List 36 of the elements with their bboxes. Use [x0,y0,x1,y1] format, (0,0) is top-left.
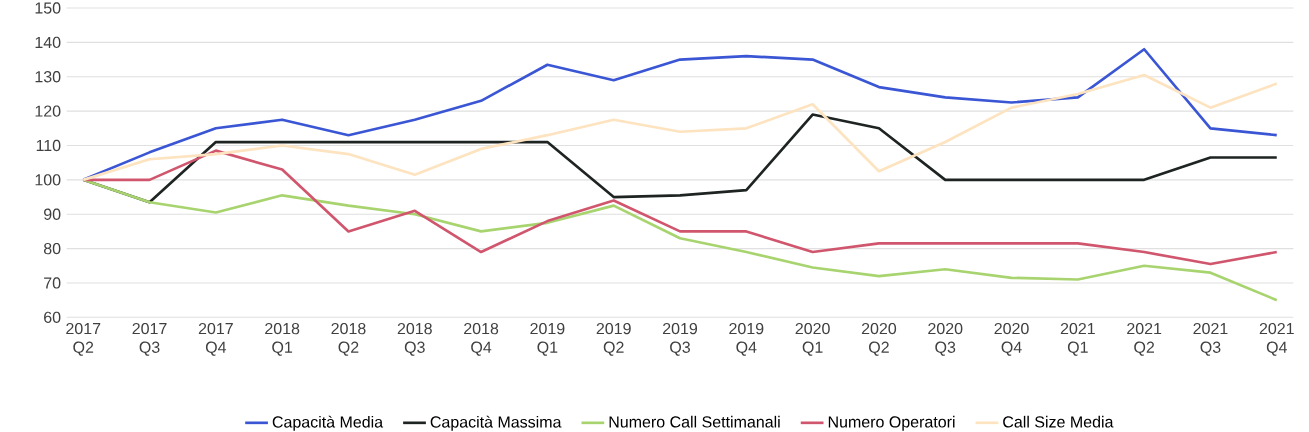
line-series [81,178,1279,302]
y-tick-label: 150 [35,2,61,14]
legend-label: Numero Operatori [828,415,955,431]
x-tick-label: 2019 Q3 [663,322,698,356]
y-tick-label: 110 [36,139,61,152]
x-tick-label: 2018 Q3 [397,322,432,356]
x-tick-label: 2021 Q1 [1060,322,1095,356]
x-tick-label: 2018 Q4 [464,322,499,356]
x-tick-label: 2018 Q1 [265,322,300,356]
y-tick-label: 140 [35,36,61,49]
x-tick-label: 2021 Q4 [1259,322,1294,356]
y-tick-label: 130 [35,71,61,83]
legend-label: Capacità Massima [430,415,562,431]
y-tick-label: 90 [44,208,61,220]
y-tick-label: 60 [44,311,61,323]
x-tick-label: 2021 Q2 [1127,322,1162,356]
y-tick-label: 120 [35,105,61,117]
line-series [81,73,1279,182]
y-tick-label: 80 [43,242,61,255]
x-tick-label: 2021 Q3 [1193,322,1228,356]
legend-label: Call Size Media [1003,415,1114,428]
legend-label: Numero Call Settimanali [609,415,780,428]
x-tick-label: 2020 Q3 [928,322,963,356]
x-tick-label: 2020 Q4 [994,322,1029,356]
x-tick-label: 2017 Q4 [198,322,233,356]
x-tick-label: 2019 Q2 [596,322,631,356]
x-tick-label: 2017 Q3 [132,322,167,356]
x-tick-label: 2019 Q4 [729,322,764,356]
x-tick-label: 2017 Q2 [66,322,101,356]
legend-label: Capacità Media [272,415,384,431]
x-tick-label: 2020 Q1 [795,322,830,356]
y-tick-label: 100 [35,174,61,186]
x-tick-label: 2018 Q2 [331,322,366,356]
x-tick-label: 2020 Q2 [861,322,897,356]
y-tick-label: 70 [44,277,61,289]
x-tick-label: 2019 Q1 [530,322,565,356]
